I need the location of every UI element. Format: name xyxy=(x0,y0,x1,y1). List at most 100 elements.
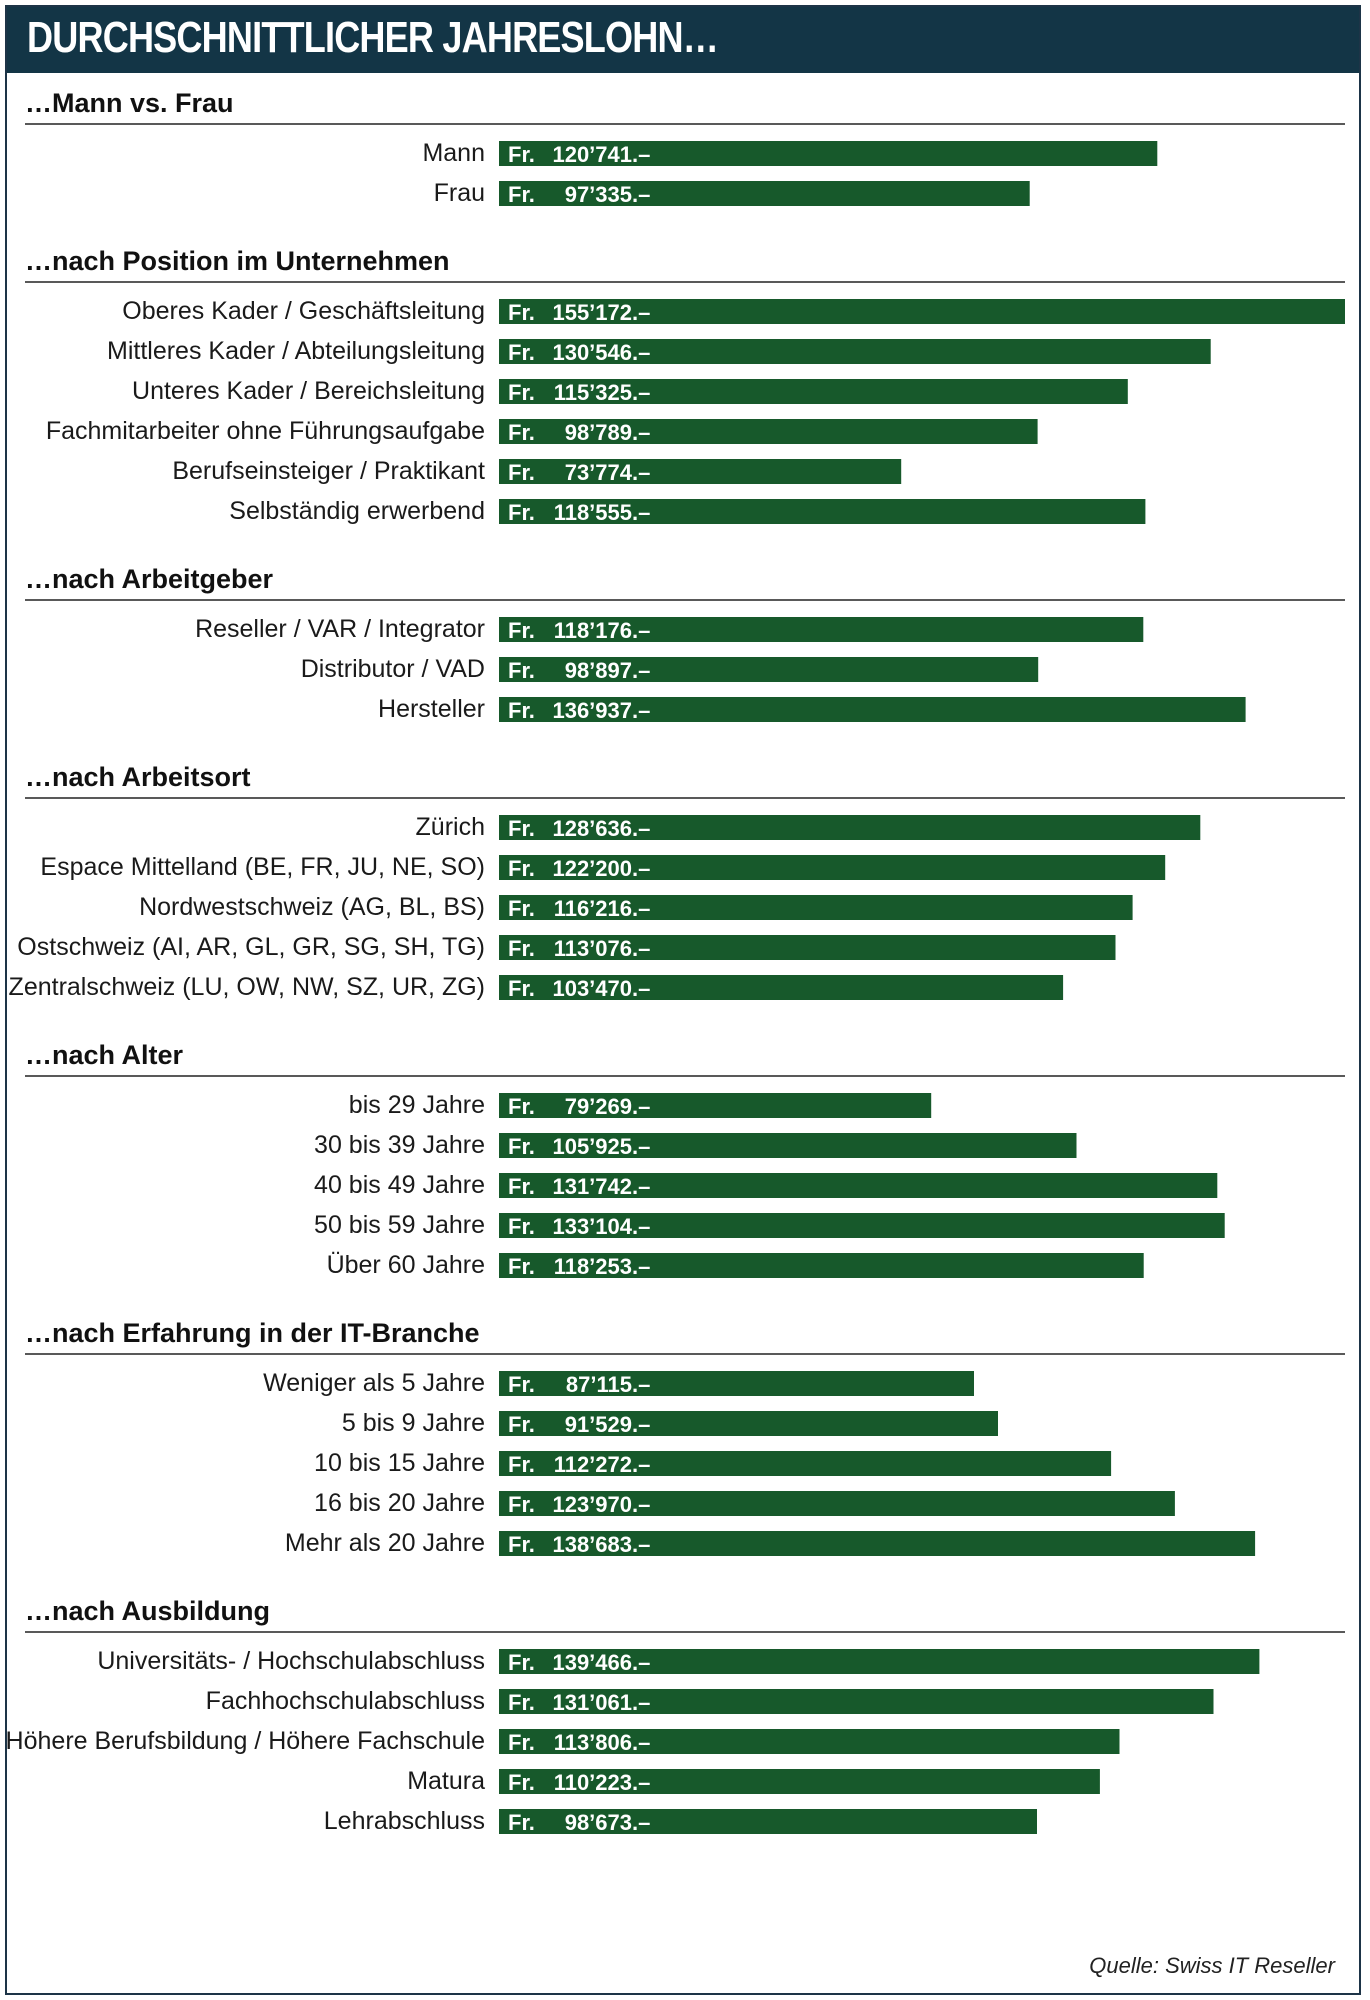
section-title: …nach Arbeitsort xyxy=(25,762,251,792)
category-label: 16 bis 20 Jahre xyxy=(314,1489,485,1517)
category-label: Mittleres Kader / Abteilungsleitung xyxy=(107,337,485,365)
value-suffix: .– xyxy=(632,1532,650,1557)
bar xyxy=(499,339,1211,364)
category-label: bis 29 Jahre xyxy=(349,1091,485,1119)
category-label: Über 60 Jahre xyxy=(327,1251,485,1279)
bar xyxy=(499,617,1144,642)
value-suffix: .– xyxy=(632,936,650,961)
currency-label: Fr. xyxy=(508,340,535,365)
bar xyxy=(499,1253,1144,1278)
bar xyxy=(499,1173,1218,1198)
value-suffix: .– xyxy=(632,460,650,485)
category-label: 10 bis 15 Jahre xyxy=(314,1449,485,1477)
value-label: 112’272 xyxy=(554,1452,632,1477)
currency-label: Fr. xyxy=(508,500,535,525)
category-label: 50 bis 59 Jahre xyxy=(314,1211,485,1239)
currency-label: Fr. xyxy=(508,816,535,841)
category-label: Zürich xyxy=(416,813,485,841)
value-suffix: .– xyxy=(632,618,650,643)
category-label: Distributor / VAD xyxy=(301,655,485,683)
category-label: Höhere Berufsbildung / Höhere Fachschule xyxy=(7,1727,485,1755)
value-suffix: .– xyxy=(632,1492,650,1517)
category-label: Hersteller xyxy=(378,695,485,723)
bar xyxy=(499,1213,1225,1238)
bar xyxy=(499,975,1064,1000)
bar xyxy=(499,935,1116,960)
value-suffix: .– xyxy=(632,1730,650,1755)
currency-label: Fr. xyxy=(508,976,535,1001)
currency-label: Fr. xyxy=(508,182,535,207)
value-label: 130’546 xyxy=(552,340,632,365)
value-suffix: .– xyxy=(632,1650,650,1675)
category-label: Mann xyxy=(422,139,485,167)
bar xyxy=(499,1451,1112,1476)
category-label: Fachhochschulabschluss xyxy=(206,1687,485,1715)
value-label: 139’466 xyxy=(552,1650,632,1675)
value-label: 113’076 xyxy=(554,936,632,961)
chart-title: DURCHSCHNITTLICHER JAHRESLOHN… xyxy=(27,13,719,62)
value-label: 128’636 xyxy=(552,816,632,841)
currency-label: Fr. xyxy=(508,1254,535,1279)
value-suffix: .– xyxy=(632,816,650,841)
value-suffix: .– xyxy=(632,658,650,683)
value-label: 115’325 xyxy=(554,380,632,405)
value-label: 110’223 xyxy=(554,1770,632,1795)
bar xyxy=(499,697,1246,722)
value-suffix: .– xyxy=(632,1254,650,1279)
section-title: …nach Ausbildung xyxy=(25,1596,270,1626)
category-label: Berufseinsteiger / Praktikant xyxy=(172,457,485,485)
bar xyxy=(499,1531,1256,1556)
currency-label: Fr. xyxy=(508,856,535,881)
currency-label: Fr. xyxy=(508,142,535,167)
value-label: 131’061 xyxy=(552,1690,632,1715)
currency-label: Fr. xyxy=(508,618,535,643)
category-label: Reseller / VAR / Integrator xyxy=(195,615,485,643)
category-label: Espace Mittelland (BE, FR, JU, NE, SO) xyxy=(40,853,485,881)
value-suffix: .– xyxy=(632,896,650,921)
value-label: 138’683 xyxy=(552,1532,632,1557)
bar xyxy=(499,419,1038,444)
value-label: 120’741 xyxy=(552,142,632,167)
currency-label: Fr. xyxy=(508,1770,535,1795)
currency-label: Fr. xyxy=(508,1214,535,1239)
bar xyxy=(499,1649,1260,1674)
source-note: Quelle: Swiss IT Reseller xyxy=(1089,1953,1335,1978)
currency-label: Fr. xyxy=(508,420,535,445)
value-suffix: .– xyxy=(632,1690,650,1715)
category-label: Zentralschweiz (LU, OW, NW, SZ, UR, ZG) xyxy=(9,973,485,1001)
value-label: 91’529 xyxy=(565,1412,632,1437)
bar xyxy=(499,1809,1037,1834)
value-label: 118’176 xyxy=(554,618,632,643)
value-label: 155’172 xyxy=(552,300,632,325)
category-label: Lehrabschluss xyxy=(324,1807,485,1835)
bar xyxy=(499,499,1146,524)
value-suffix: .– xyxy=(632,1372,650,1397)
value-suffix: .– xyxy=(632,340,650,365)
bar xyxy=(499,379,1128,404)
bar xyxy=(499,1371,974,1396)
bar xyxy=(499,855,1166,880)
currency-label: Fr. xyxy=(508,1810,535,1835)
currency-label: Fr. xyxy=(508,1492,535,1517)
bar xyxy=(499,141,1158,166)
bar xyxy=(499,181,1030,206)
category-label: Unteres Kader / Bereichsleitung xyxy=(132,377,485,405)
value-suffix: .– xyxy=(632,698,650,723)
bar xyxy=(499,1729,1120,1754)
category-label: Weniger als 5 Jahre xyxy=(263,1369,485,1397)
value-label: 113’806 xyxy=(554,1730,632,1755)
value-label: 131’742 xyxy=(552,1174,632,1199)
infographic-frame: DURCHSCHNITTLICHER JAHRESLOHN… …Mann vs.… xyxy=(5,5,1361,1995)
header-bar: DURCHSCHNITTLICHER JAHRESLOHN… xyxy=(7,7,1359,73)
currency-label: Fr. xyxy=(508,1452,535,1477)
bar xyxy=(499,1133,1077,1158)
currency-label: Fr. xyxy=(508,1412,535,1437)
bar xyxy=(499,657,1039,682)
value-suffix: .– xyxy=(632,1174,650,1199)
currency-label: Fr. xyxy=(508,1650,535,1675)
category-label: Ostschweiz (AI, AR, GL, GR, SG, SH, TG) xyxy=(17,933,485,961)
category-label: Fachmitarbeiter ohne Führungsaufgabe xyxy=(46,417,485,445)
category-label: Oberes Kader / Geschäftsleitung xyxy=(122,297,485,325)
bar xyxy=(499,815,1201,840)
value-label: 73’774 xyxy=(565,460,633,485)
